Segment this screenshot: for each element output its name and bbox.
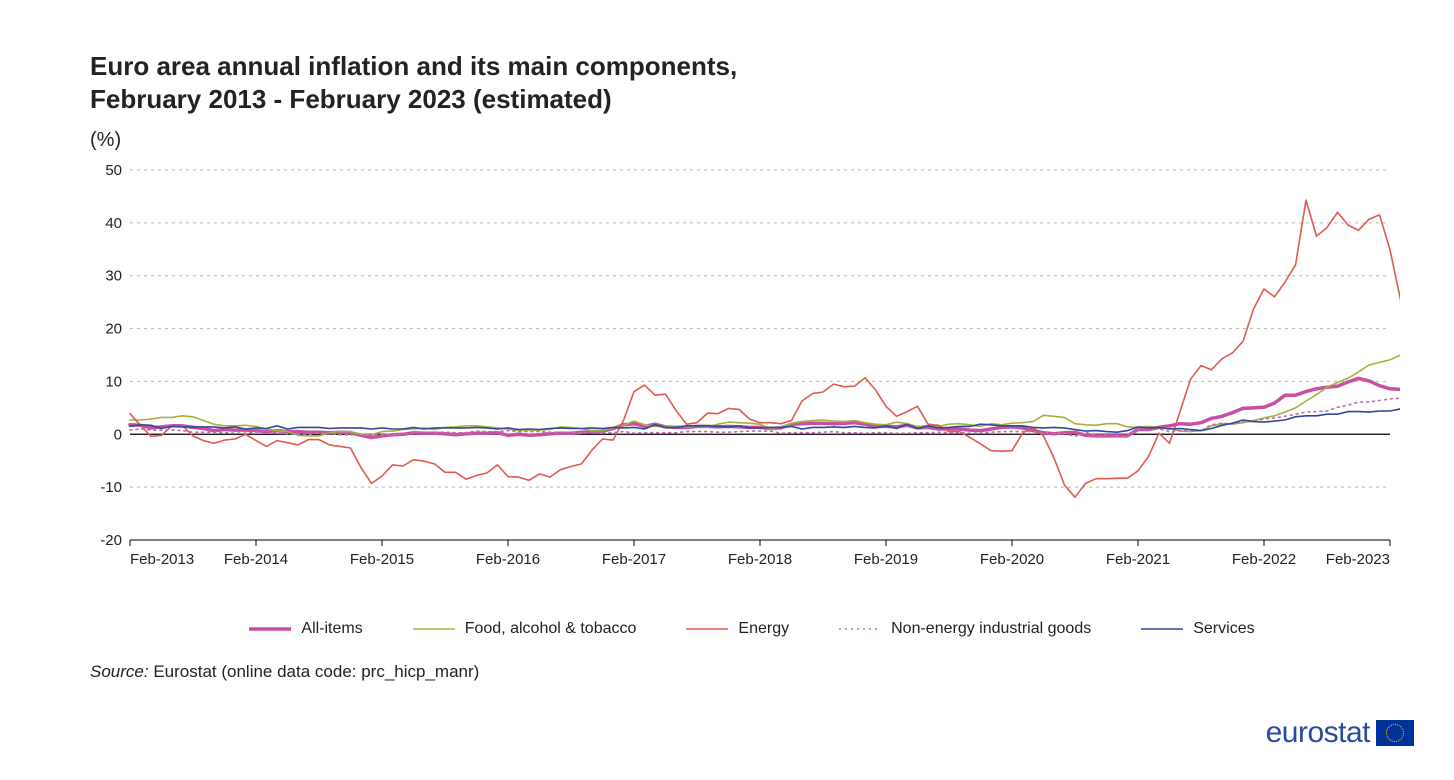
svg-text:Feb-2023: Feb-2023 (1326, 551, 1390, 568)
legend-item: Energy (686, 620, 789, 638)
unit-label: (%) (90, 129, 1414, 152)
svg-text:Feb-2015: Feb-2015 (350, 551, 414, 568)
chart-svg: -20 -10 0 10 20 30 40 50 Feb-2013 Feb-2014 Feb-201… (90, 160, 1400, 580)
chart-title: Euro area annual inflation and its main … (90, 50, 1414, 115)
title-line-1: Euro area annual inflation and its main … (90, 51, 737, 81)
chart-container: Euro area annual inflation and its main … (0, 0, 1454, 780)
legend-swatch (1141, 624, 1183, 634)
svg-text:30: 30 (105, 268, 122, 285)
legend-item: Food, alcohol & tobacco (413, 620, 637, 638)
svg-text:Feb-2014: Feb-2014 (224, 551, 288, 568)
eurostat-logo: eurostat (1266, 716, 1414, 750)
svg-text:Feb-2021: Feb-2021 (1106, 551, 1170, 568)
svg-text:10: 10 (105, 373, 122, 390)
legend-label: Services (1193, 620, 1254, 638)
svg-text:20: 20 (105, 321, 122, 338)
svg-text:40: 40 (105, 215, 122, 232)
legend-item: Non-energy industrial goods (839, 620, 1091, 638)
svg-text:Feb-2017: Feb-2017 (602, 551, 666, 568)
svg-text:0: 0 (114, 426, 122, 443)
legend-label: Non-energy industrial goods (891, 620, 1091, 638)
legend-label: Food, alcohol & tobacco (465, 620, 637, 638)
legend: All-items Food, alcohol & tobacco Energy No… (90, 620, 1414, 638)
svg-text:Feb-2022: Feb-2022 (1232, 551, 1296, 568)
svg-text:Feb-2019: Feb-2019 (854, 551, 918, 568)
svg-text:Feb-2013: Feb-2013 (130, 551, 194, 568)
legend-swatch (249, 624, 291, 634)
legend-swatch (839, 624, 881, 634)
svg-text:-10: -10 (100, 479, 122, 496)
eurostat-logo-text: eurostat (1266, 716, 1370, 750)
title-line-2: February 2013 - February 2023 (estimated… (90, 84, 612, 114)
svg-text:Feb-2016: Feb-2016 (476, 551, 540, 568)
eu-flag-icon (1376, 720, 1414, 746)
svg-text:Feb-2020: Feb-2020 (980, 551, 1044, 568)
line-chart: -20 -10 0 10 20 30 40 50 Feb-2013 Feb-2014 Feb-201… (90, 160, 1400, 580)
svg-text:Feb-2018: Feb-2018 (728, 551, 792, 568)
source-text: Eurostat (online data code: prc_hicp_man… (153, 662, 479, 681)
legend-label: Energy (738, 620, 789, 638)
legend-swatch (413, 624, 455, 634)
legend-item: Services (1141, 620, 1254, 638)
legend-swatch (686, 624, 728, 634)
legend-label: All-items (301, 620, 362, 638)
source-prefix: Source: (90, 662, 153, 681)
legend-item: All-items (249, 620, 362, 638)
source-line: Source: Eurostat (online data code: prc_… (90, 662, 1414, 682)
svg-text:-20: -20 (100, 532, 122, 549)
svg-text:50: 50 (105, 162, 122, 179)
